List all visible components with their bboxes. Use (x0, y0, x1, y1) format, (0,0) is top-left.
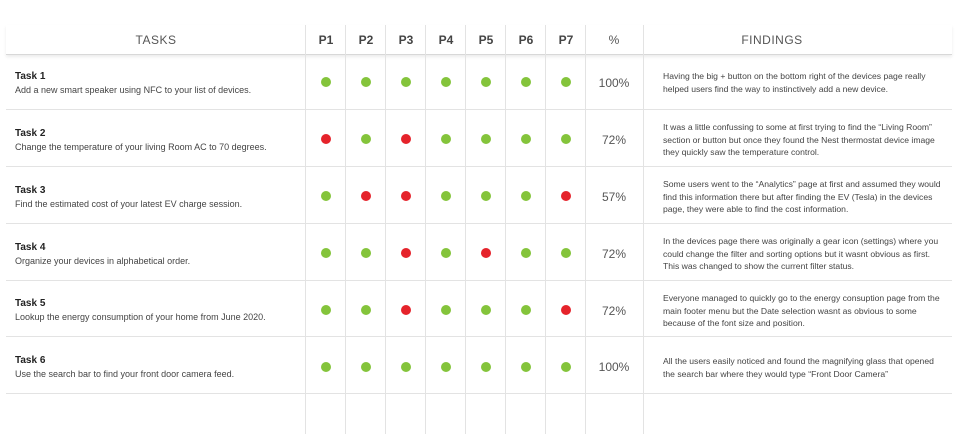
task-title: Task 1 (15, 71, 46, 82)
column-divider (385, 25, 386, 434)
task-description: Find the estimated cost of your latest E… (15, 199, 243, 209)
pass-indicator (441, 305, 451, 315)
task-success-percent: 72% (601, 133, 627, 147)
pass-indicator (481, 77, 491, 87)
pass-indicator (401, 362, 411, 372)
row-divider (6, 223, 952, 224)
task-description: Organize your devices in alphabetical or… (15, 256, 191, 266)
task-description: Lookup the energy consumption of your ho… (15, 312, 266, 322)
pass-indicator (561, 362, 571, 372)
column-divider (425, 25, 426, 434)
task-success-percent: 100% (598, 360, 630, 374)
pass-indicator (321, 362, 331, 372)
pass-indicator (521, 134, 531, 144)
task-description: Add a new smart speaker using NFC to you… (15, 85, 252, 95)
pass-indicator (321, 248, 331, 258)
pass-indicator (361, 248, 371, 258)
pass-indicator (441, 134, 451, 144)
task-title: Task 6 (15, 355, 46, 366)
pass-indicator (321, 191, 331, 201)
task-finding: Everyone managed to quickly go to the en… (663, 293, 940, 328)
task-success-percent: 100% (598, 76, 630, 90)
column-divider (643, 25, 644, 434)
header-findings: FINDINGS (741, 33, 803, 47)
header-p3: P3 (398, 33, 414, 47)
pass-indicator (561, 134, 571, 144)
task-description: Use the search bar to find your front do… (15, 369, 235, 379)
header-p1: P1 (318, 33, 334, 47)
pass-indicator (321, 305, 331, 315)
task-title: Task 2 (15, 128, 46, 139)
task-description: Change the temperature of your living Ro… (15, 142, 267, 152)
column-divider (505, 25, 506, 434)
header-p2: P2 (358, 33, 374, 47)
fail-indicator (361, 191, 371, 201)
pass-indicator (361, 362, 371, 372)
header-percent: % (608, 33, 620, 47)
pass-indicator (401, 77, 411, 87)
header-p6: P6 (518, 33, 534, 47)
pass-indicator (481, 305, 491, 315)
header-p4: P4 (438, 33, 454, 47)
column-divider (545, 25, 546, 434)
fail-indicator (321, 134, 331, 144)
pass-indicator (441, 362, 451, 372)
fail-indicator (561, 191, 571, 201)
pass-indicator (561, 77, 571, 87)
task-finding: Some users went to the “Analytics” page … (663, 179, 941, 214)
task-success-percent: 72% (601, 247, 627, 261)
row-divider (6, 336, 952, 337)
row-divider (6, 280, 952, 281)
task-finding: All the users easily noticed and found t… (663, 356, 934, 379)
pass-indicator (521, 362, 531, 372)
fail-indicator (561, 305, 571, 315)
task-title: Task 5 (15, 298, 46, 309)
pass-indicator (521, 77, 531, 87)
pass-indicator (441, 77, 451, 87)
task-finding: In the devices page there was originally… (663, 236, 939, 271)
header-p7: P7 (558, 33, 574, 47)
pass-indicator (361, 134, 371, 144)
pass-indicator (481, 191, 491, 201)
fail-indicator (401, 134, 411, 144)
pass-indicator (361, 305, 371, 315)
fail-indicator (401, 248, 411, 258)
column-divider (465, 25, 466, 434)
pass-indicator (521, 305, 531, 315)
header-p5: P5 (478, 33, 494, 47)
task-finding: Having the big + button on the bottom ri… (663, 71, 926, 94)
column-divider (305, 25, 306, 434)
task-title: Task 4 (15, 242, 46, 253)
header-row (6, 25, 952, 55)
row-divider (6, 166, 952, 167)
row-divider (6, 393, 952, 394)
pass-indicator (361, 77, 371, 87)
fail-indicator (401, 191, 411, 201)
header-tasks: TASKS (135, 33, 177, 47)
task-finding: It was a little confussing to some at fi… (663, 122, 935, 157)
fail-indicator (401, 305, 411, 315)
task-success-percent: 57% (601, 190, 627, 204)
column-divider (585, 25, 586, 434)
task-success-percent: 72% (601, 304, 627, 318)
pass-indicator (441, 248, 451, 258)
pass-indicator (321, 77, 331, 87)
pass-indicator (441, 191, 451, 201)
pass-indicator (481, 362, 491, 372)
task-title: Task 3 (15, 185, 46, 196)
pass-indicator (481, 134, 491, 144)
column-divider (345, 25, 346, 434)
pass-indicator (521, 191, 531, 201)
pass-indicator (521, 248, 531, 258)
fail-indicator (481, 248, 491, 258)
row-divider (6, 109, 952, 110)
pass-indicator (561, 248, 571, 258)
